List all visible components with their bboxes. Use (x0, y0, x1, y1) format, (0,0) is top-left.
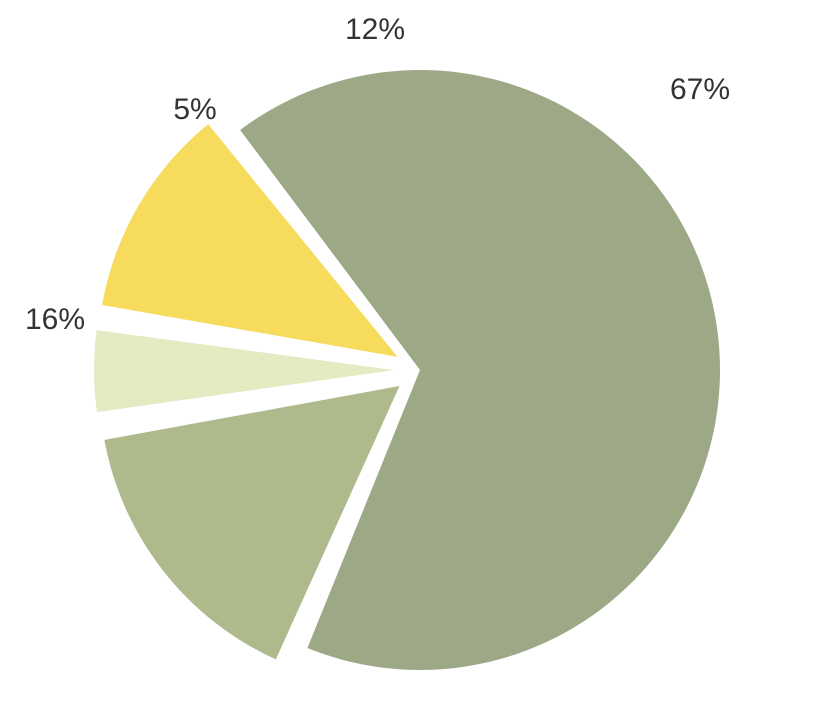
pie-slice-label-3: 12% (345, 13, 405, 47)
pie-slice-label-1: 16% (25, 303, 85, 337)
pie-slice-label-2: 5% (173, 93, 216, 127)
pie-slice-label-0: 67% (670, 73, 730, 107)
pie-chart: 67% 16% 5% 12% (0, 0, 819, 708)
